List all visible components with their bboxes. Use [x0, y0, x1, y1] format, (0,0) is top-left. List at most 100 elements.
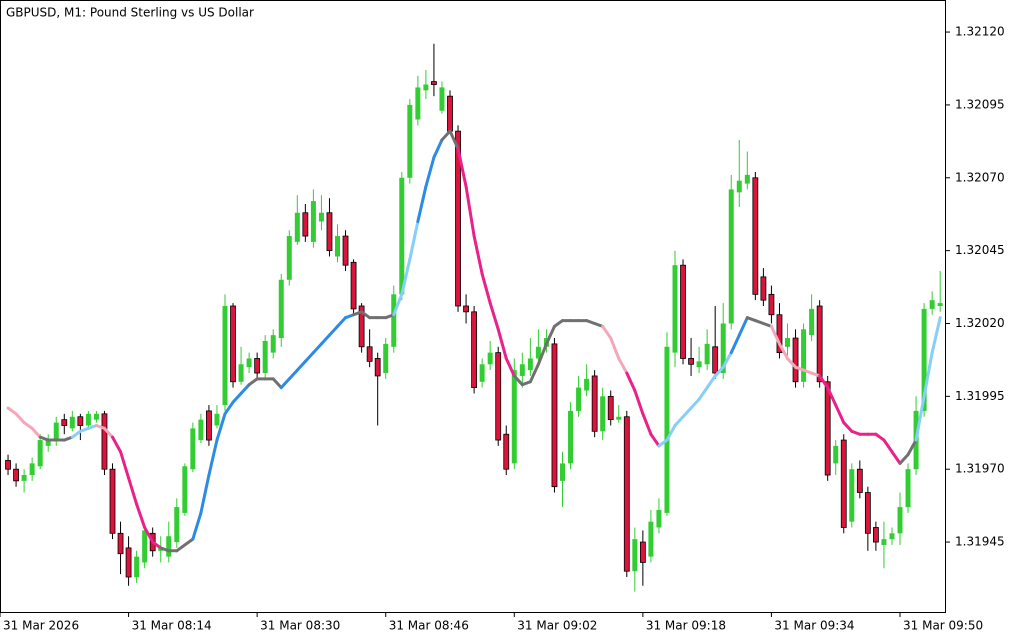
- indicator-segment: [697, 386, 709, 401]
- indicator-segment: [295, 359, 307, 372]
- candle-body: [736, 180, 742, 193]
- candle-body: [125, 547, 132, 578]
- candle-body: [85, 413, 91, 426]
- candle-body: [760, 276, 767, 301]
- indicator-segment: [151, 540, 163, 550]
- candle-body: [214, 413, 220, 426]
- indicator-segment: [842, 421, 854, 433]
- indicator-segment: [135, 502, 147, 529]
- indicator-segment: [641, 412, 653, 436]
- y-tick-label: 1.32070: [955, 170, 1005, 184]
- candle-body: [366, 346, 373, 362]
- candle-body: [872, 527, 879, 543]
- indicator-segment: [737, 316, 749, 337]
- candle-body: [455, 130, 461, 307]
- candle-body: [560, 463, 565, 481]
- indicator-segment: [336, 316, 348, 328]
- candle-body: [358, 305, 365, 348]
- candle-body: [101, 413, 108, 470]
- indicator-segment: [898, 453, 910, 465]
- candle-body: [864, 492, 871, 534]
- indicator-segment: [649, 432, 661, 448]
- indicator-segment: [287, 368, 299, 381]
- indicator-segment: [890, 450, 902, 465]
- indicator-segment: [818, 374, 830, 390]
- indicator-segment: [713, 365, 725, 378]
- candle-body: [383, 343, 389, 374]
- candle-body: [439, 87, 445, 111]
- y-tick-label: 1.31995: [955, 389, 1005, 403]
- candle-body: [431, 81, 437, 85]
- candle-body: [415, 87, 421, 120]
- indicator-segment: [657, 438, 669, 448]
- indicator-segment: [882, 438, 894, 454]
- y-tick-label: 1.32045: [955, 243, 1005, 257]
- indicator-segment: [689, 397, 701, 410]
- candle-body: [816, 305, 823, 383]
- candle-body: [487, 352, 493, 365]
- candle-body: [5, 460, 11, 470]
- x-tick-label: 31 Mar 09:50: [903, 619, 983, 633]
- indicator-segment: [127, 476, 139, 506]
- candle-body: [881, 539, 887, 545]
- indicator-segment: [922, 351, 934, 398]
- candle-body: [399, 177, 405, 295]
- indicator-segment: [102, 426, 114, 439]
- candle-body: [142, 530, 148, 563]
- candle-body: [809, 308, 815, 336]
- indicator-segment: [327, 324, 339, 337]
- candle-body: [712, 346, 719, 374]
- candle-body: [849, 469, 855, 522]
- candle-body: [310, 201, 316, 242]
- x-tick-label: 31 Mar 09:34: [774, 619, 854, 633]
- candle-body: [77, 416, 84, 426]
- indicator-segment: [239, 383, 251, 395]
- candle-body: [600, 396, 606, 432]
- candle-body: [423, 84, 429, 91]
- indicator-segment: [874, 432, 886, 442]
- candle-body: [785, 338, 790, 347]
- candle-body: [45, 440, 51, 446]
- candle-body: [744, 174, 750, 184]
- candle-body: [688, 358, 694, 365]
- candle-body: [13, 468, 19, 482]
- indicator-segment: [681, 406, 693, 419]
- indicator-segment: [303, 351, 315, 363]
- candle-body: [318, 212, 324, 222]
- indicator-segment: [143, 525, 155, 544]
- candle-body: [632, 539, 638, 572]
- candle-body: [728, 189, 734, 324]
- candle-body: [576, 387, 582, 411]
- candle-body: [350, 261, 357, 310]
- y-tick-label: 1.31970: [955, 462, 1005, 476]
- indicator-segment: [456, 147, 468, 189]
- indicator-segment: [14, 412, 26, 425]
- indicator-segment: [191, 511, 203, 541]
- indicator-segment: [826, 386, 838, 407]
- candle-body: [833, 445, 839, 464]
- candle-body: [471, 311, 478, 389]
- candle-body: [190, 428, 196, 470]
- candle-body: [584, 378, 590, 391]
- indicator-segment: [6, 406, 18, 416]
- candle-body: [648, 521, 654, 557]
- candle-body: [664, 346, 670, 513]
- candle-body: [511, 370, 517, 464]
- candle-body: [607, 395, 614, 421]
- indicator-segment: [424, 155, 436, 189]
- candle-body: [568, 410, 574, 464]
- candle-body: [335, 236, 340, 257]
- indicator-segment: [528, 362, 540, 384]
- candle-body: [672, 265, 678, 353]
- indicator-segment: [777, 342, 789, 360]
- indicator-segment: [22, 421, 34, 430]
- candle-body: [21, 475, 27, 481]
- candle-body: [639, 541, 646, 563]
- indicator-segment: [223, 400, 235, 416]
- indicator-segment: [440, 129, 452, 142]
- candle-body: [905, 469, 911, 508]
- candle-body: [246, 358, 252, 368]
- candle-body: [286, 236, 292, 280]
